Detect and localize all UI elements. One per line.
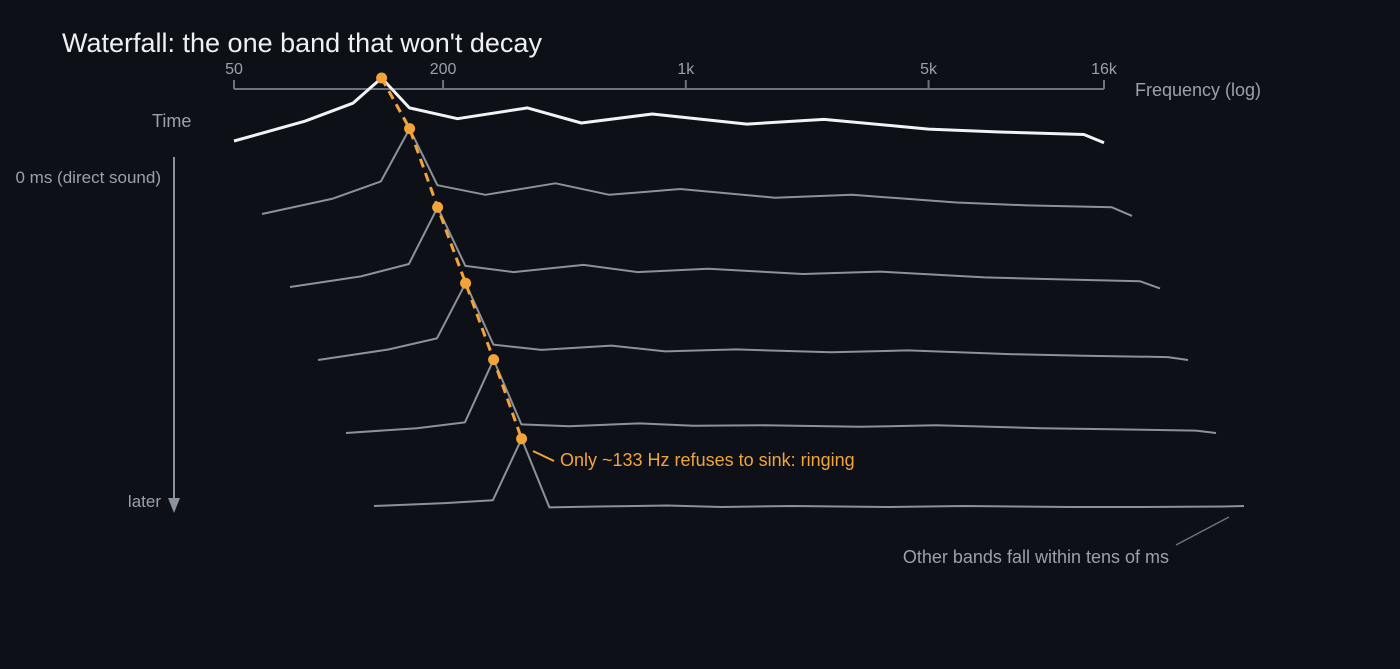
- frequency-axis-label: Frequency (log): [1135, 80, 1261, 100]
- ringing-peak-marker-1: [404, 123, 416, 135]
- time-axis-label: Time: [152, 111, 191, 131]
- frequency-tick-label: 200: [430, 61, 457, 78]
- decay-annotation: Other bands fall within tens of ms: [903, 547, 1169, 567]
- chart-title: Waterfall: the one band that won't decay: [62, 28, 542, 58]
- time-arrow-icon: [168, 498, 180, 513]
- ringing-band-trace: [376, 72, 528, 445]
- ringing-peak-marker-5: [516, 433, 528, 445]
- ringing-peak-marker-3: [460, 277, 472, 289]
- ringing-peak-marker-4: [488, 354, 500, 366]
- ringing-annotation: Only ~133 Hz refuses to sink: ringing: [560, 450, 855, 470]
- ringing-trace-line: [380, 77, 524, 440]
- ringing-peak-marker-2: [432, 201, 444, 213]
- spectrum-slice-2: [289, 206, 1161, 290]
- frequency-tick-label: 5k: [920, 61, 938, 78]
- frequency-tick-label: 50: [225, 61, 243, 78]
- ringing-annotation-leader: [532, 450, 555, 462]
- spectrum-slice-0: [233, 76, 1105, 145]
- spectrum-slice-4: [345, 358, 1217, 434]
- frequency-tick-label: 1k: [677, 61, 695, 78]
- time-start-label: 0 ms (direct sound): [16, 168, 162, 187]
- spectrum-slice-3: [317, 282, 1189, 361]
- spectrum-slices: [233, 76, 1245, 509]
- spectrum-slice-1: [261, 127, 1133, 217]
- ringing-peak-marker-0: [376, 72, 388, 84]
- frequency-tick-label: 16k: [1091, 61, 1118, 78]
- spectrum-slice-5: [373, 437, 1245, 509]
- time-end-label: later: [128, 492, 161, 511]
- decay-annotation-leader: [1175, 516, 1230, 546]
- frequency-axis: 50 200 1k 5k 16k: [225, 61, 1118, 90]
